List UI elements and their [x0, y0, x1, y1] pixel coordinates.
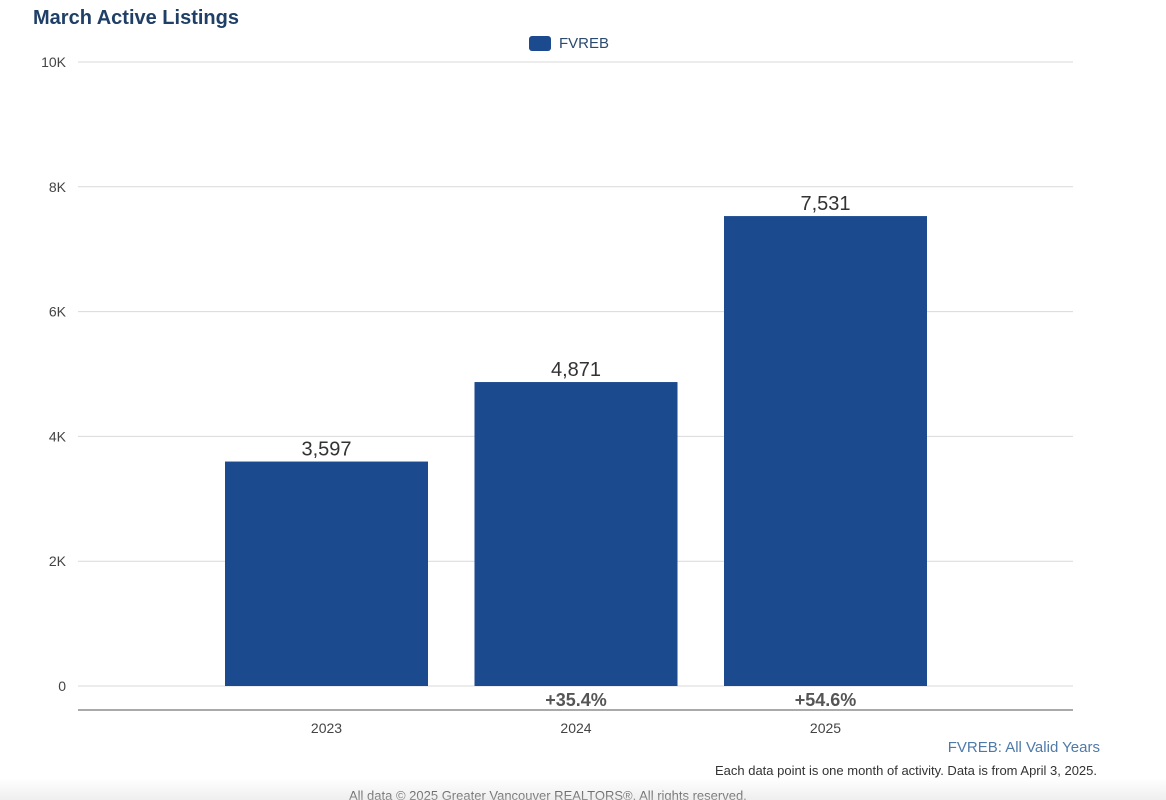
bar-2024 [474, 382, 678, 686]
y-tick-label: 8K [49, 179, 67, 195]
legend[interactable]: FVREB [529, 35, 609, 52]
x-tick-label: 2023 [311, 720, 342, 736]
change-label: +54.6% [795, 690, 857, 710]
y-tick-label: 4K [49, 428, 67, 444]
copyright-text: All data © 2025 Greater Vancouver REALTO… [349, 788, 747, 800]
bar-2023 [225, 461, 428, 686]
data-note: Each data point is one month of activity… [714, 763, 1097, 778]
y-tick-label: 6K [49, 304, 67, 320]
change-label: +35.4% [545, 690, 607, 710]
legend-label-fvreb: FVREB [559, 35, 610, 52]
bar-chart: 0 2K 4K 6K 8K 10K 3,597 2023 4,871 +35.4% 2024 7,53… [41, 54, 1073, 736]
y-tick-label: 10K [41, 54, 67, 70]
y-tick-label: 0 [58, 678, 66, 694]
legend-swatch-fvreb [529, 36, 551, 51]
bar-2025 [724, 216, 927, 686]
x-tick-label: 2025 [810, 720, 841, 736]
y-tick-label: 2K [49, 553, 67, 569]
chart-title: March Active Listings [33, 7, 239, 29]
value-label: 4,871 [551, 359, 601, 381]
value-label: 7,531 [800, 193, 850, 215]
value-label: 3,597 [301, 439, 351, 461]
source-link[interactable]: FVREB: All Valid Years [947, 739, 1100, 756]
x-tick-label: 2024 [560, 720, 591, 736]
